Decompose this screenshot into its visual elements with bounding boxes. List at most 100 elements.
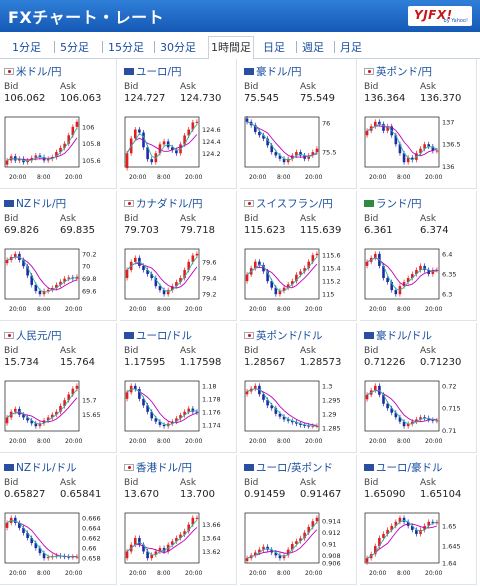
candle-body <box>274 408 278 414</box>
candle-body <box>386 529 389 534</box>
pair-card[interactable]: ランド/円 Bid Ask 6.361 6.374 6.4 6.35 6.3 20:00 8:00… <box>360 191 477 321</box>
price-chart[interactable]: 15.7 15.65 20:00 8:00 20:00 <box>3 377 111 445</box>
candle-body <box>5 417 9 424</box>
price-chart[interactable]: 79.679.479.220:00 8:00 20:00 <box>123 245 231 313</box>
candle-body <box>150 159 154 163</box>
ask-label: Ask <box>180 214 197 224</box>
tab-7[interactable]: 月足 <box>340 41 362 54</box>
tab-1[interactable]: 5分足 <box>60 41 89 54</box>
x-tick-label: 8:00 <box>277 306 291 313</box>
pair-link[interactable]: ユーロ/円 <box>124 64 182 79</box>
pair-link[interactable]: 豪ドル/円 <box>244 64 302 79</box>
pair-link[interactable]: ユーロ/ドル <box>124 328 192 343</box>
pair-name: ユーロ/円 <box>136 66 182 78</box>
pair-card[interactable]: ユーロ/円 Bid Ask 124.727 124.730 124.6 124.4 124.2… <box>120 59 237 189</box>
price-chart[interactable]: 76 75.5 20:00 8:00 20:00 <box>243 113 351 181</box>
pair-link[interactable]: ランド/円 <box>364 196 422 211</box>
tab-4[interactable]: 1時間足 <box>208 36 254 60</box>
pair-link[interactable]: 豪ドル/ドル <box>364 328 432 343</box>
candle-body <box>286 284 290 288</box>
ma-line-short <box>246 256 318 292</box>
pair-link[interactable]: NZドル/円 <box>4 196 66 211</box>
tab-6[interactable]: 週足 <box>302 41 324 54</box>
candle-body <box>402 517 406 522</box>
candle-body <box>290 281 294 285</box>
x-tick-label: 8:00 <box>277 438 291 445</box>
pair-card[interactable]: 人民元/円 Bid Ask 15.734 15.764 15.7 15.65 20:00 8:0… <box>0 323 117 453</box>
candle-body <box>258 549 261 553</box>
pair-card[interactable]: 豪ドル/ドル Bid Ask 0.71226 0.71230 0.72 0.715 0.71 2… <box>360 323 477 453</box>
candle-body <box>435 420 439 422</box>
price-chart[interactable]: 6.46.356.320:00 8:00 20:00 <box>363 245 471 313</box>
y-tick-label: 137 <box>442 118 454 126</box>
x-tick-label: 20:00 <box>9 306 26 313</box>
candle-body <box>5 160 9 165</box>
pair-card[interactable]: カナダドル/円 Bid Ask 79.703 79.718 79.6 79.4 79.2 20:… <box>120 191 237 321</box>
bid-value: 15.734 <box>4 357 39 368</box>
pair-card[interactable]: ユーロ/英ポンド Bid Ask 0.91459 0.91467 0.914 0.912 0.… <box>240 455 357 585</box>
ma-line-short <box>366 520 438 559</box>
pair-link[interactable]: 香港ドル/円 <box>124 460 192 475</box>
bid-label: Bid <box>4 478 19 488</box>
y-tick-label: 1.18 <box>202 382 216 390</box>
candle-body <box>286 419 290 421</box>
tab-3[interactable]: 30分足 <box>160 41 196 54</box>
price-chart[interactable]: 13.66 13.64 13.62 20:00 8:00 20:00 <box>123 509 231 577</box>
candle-body <box>423 417 426 419</box>
pair-card[interactable]: 英ポンド/円 Bid Ask 136.364 136.370 137 136.5 136 20:… <box>360 59 477 189</box>
candle-body <box>175 282 178 287</box>
price-chart[interactable]: 124.6 124.4 124.2 20:00 8:00 20:00 <box>123 113 231 181</box>
candle-body <box>373 253 377 258</box>
candle-body <box>191 255 195 262</box>
pair-card[interactable]: スイスフラン/円 Bid Ask 115.623 115.639 115.6 115.4 11… <box>240 191 357 321</box>
candle-body <box>431 521 435 523</box>
price-chart[interactable]: 106 105.8 105.6 20:00 8:00 20:00 <box>3 113 111 181</box>
pair-link[interactable]: ユーロ/英ポンド <box>244 460 333 475</box>
y-tick-label: 6.3 <box>442 291 452 299</box>
candle-body <box>195 253 199 256</box>
y-tick-label: 0.715 <box>442 405 461 413</box>
y-tick-label: 79.4 <box>202 275 216 283</box>
candle-body <box>154 278 158 287</box>
price-chart[interactable]: 70.2 70 69.8 69.6 20:00 8:00 20:00 <box>3 245 111 313</box>
y-tick-label: 105.8 <box>82 140 101 148</box>
pair-card[interactable]: NZドル/ドル Bid Ask 0.65827 0.65841 0.666 0.664 0.6… <box>0 455 117 585</box>
pair-card[interactable]: ユーロ/ドル Bid Ask 1.17595 1.17598 1.18 1.178 1.176… <box>120 323 237 453</box>
tab-separator <box>334 41 335 53</box>
pair-link[interactable]: NZドル/ドル <box>4 460 77 475</box>
pair-card[interactable]: 英ポンド/ドル Bid Ask 1.28567 1.28573 1.3 1.295 1.29 1… <box>240 323 357 453</box>
candle-body <box>34 543 38 549</box>
yjfx-logo[interactable]: YJFX! by Yahoo! <box>408 6 472 26</box>
pair-card[interactable]: 豪ドル/円 Bid Ask 75.545 75.549 76 75.5 20:00 8:00 20… <box>240 59 357 189</box>
candle-body <box>55 152 58 158</box>
candle-body <box>175 150 178 154</box>
pair-card[interactable]: 米ドル/円 Bid Ask 106.062 106.063 106 105.8 105.6 20… <box>0 59 117 189</box>
ask-value: 79.718 <box>180 225 215 236</box>
pair-link[interactable]: 英ポンド/ドル <box>244 328 323 343</box>
candle-body <box>435 522 439 524</box>
pair-link[interactable]: 米ドル/円 <box>4 64 62 79</box>
pair-link[interactable]: 英ポンド/円 <box>364 64 432 79</box>
tab-2[interactable]: 15分足 <box>108 41 144 54</box>
pair-link[interactable]: 人民元/円 <box>4 328 62 343</box>
tab-5[interactable]: 日足 <box>263 41 285 54</box>
pair-card[interactable]: ユーロ/豪ドル Bid Ask 1.65090 1.65104 1.65 1.645 1.64… <box>360 455 477 585</box>
x-tick-label: 8:00 <box>37 570 51 577</box>
tab-0[interactable]: 1分足 <box>12 41 41 54</box>
price-chart[interactable]: 1.18 1.178 1.176 1.174 20:00 8:00 20:00 <box>123 377 231 445</box>
ask-label: Ask <box>60 478 77 488</box>
ma-line-long <box>246 529 318 559</box>
pair-card[interactable]: NZドル/円 Bid Ask 69.826 69.835 70.2 70 69.8 69.6 20… <box>0 191 117 321</box>
pair-link[interactable]: スイスフラン/円 <box>244 196 333 211</box>
pair-card[interactable]: 香港ドル/円 Bid Ask 13.670 13.700 13.66 13.64 13.62 2… <box>120 455 237 585</box>
pair-link[interactable]: ユーロ/豪ドル <box>364 460 443 475</box>
pair-link[interactable]: カナダドル/円 <box>124 196 203 211</box>
candle-body <box>253 125 257 132</box>
